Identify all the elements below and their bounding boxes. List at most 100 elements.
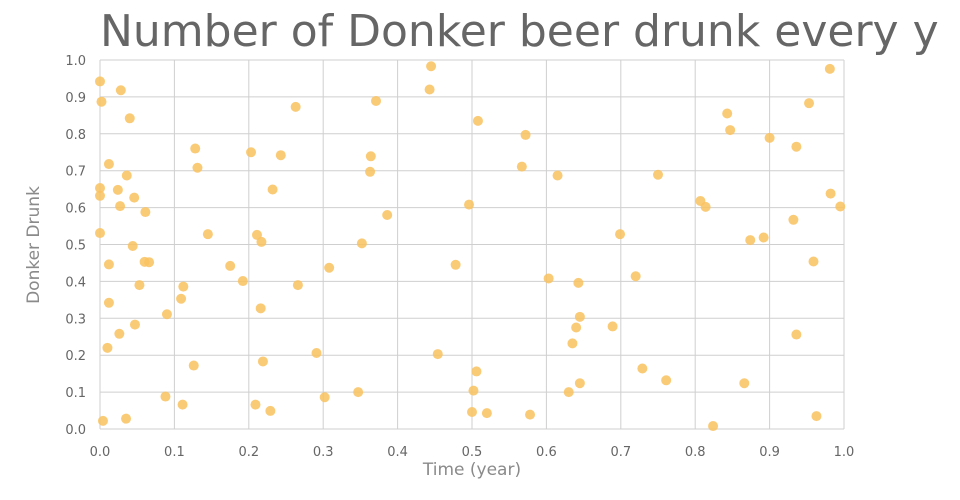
y-tick-label: 0.1 xyxy=(65,386,86,401)
y-tick-label: 0.5 xyxy=(65,239,86,254)
scatter-point xyxy=(319,392,330,403)
scatter-point xyxy=(103,297,114,308)
scatter-point xyxy=(653,169,663,180)
scatter-point xyxy=(472,115,483,126)
scatter-point xyxy=(127,240,138,251)
scatter-point xyxy=(615,229,626,240)
scatter-point xyxy=(481,408,492,419)
scatter-point xyxy=(161,309,172,320)
y-tick-label: 0.7 xyxy=(65,165,86,180)
scatter-point xyxy=(630,271,641,282)
scatter-point xyxy=(468,385,479,396)
data-points xyxy=(95,61,846,432)
scatter-point xyxy=(95,228,105,239)
y-tick-label: 0.2 xyxy=(65,349,86,364)
scatter-point xyxy=(567,338,578,349)
scatter-point xyxy=(103,259,114,270)
scatter-point xyxy=(607,321,618,332)
scatter-point xyxy=(356,238,367,249)
x-tick-label: 0.5 xyxy=(462,445,483,460)
scatter-point xyxy=(745,235,756,246)
scatter-point xyxy=(134,280,145,291)
scatter-point xyxy=(292,280,303,291)
scatter-point xyxy=(637,363,648,374)
scatter-point xyxy=(178,281,189,292)
scatter-point xyxy=(114,328,125,339)
scatter-point xyxy=(112,184,123,195)
scatter-point xyxy=(758,232,769,243)
scatter-point xyxy=(371,95,382,106)
scatter-point xyxy=(237,276,248,287)
scatter-point xyxy=(708,421,719,432)
scatter-point xyxy=(267,184,278,195)
scatter-point xyxy=(225,260,236,271)
scatter-point xyxy=(190,143,201,154)
scatter-point xyxy=(255,303,266,314)
y-tick-label: 0.8 xyxy=(65,128,86,143)
scatter-point xyxy=(121,413,132,424)
scatter-point xyxy=(129,192,140,203)
scatter-point xyxy=(835,201,846,212)
scatter-point xyxy=(95,183,105,194)
scatter-point xyxy=(824,63,835,74)
scatter-point xyxy=(140,207,151,218)
y-tick-label: 0.0 xyxy=(65,423,86,438)
scatter-point xyxy=(573,277,584,288)
x-tick-label: 0.8 xyxy=(685,445,706,460)
x-tick-label: 0.6 xyxy=(536,445,557,460)
scatter-point xyxy=(808,256,819,267)
y-tick-label: 0.6 xyxy=(65,202,86,217)
scatter-point xyxy=(467,407,477,418)
scatter-point xyxy=(432,349,443,360)
scatter-point xyxy=(144,257,155,268)
chart-title: Number of Donker beer drunk every y xyxy=(100,6,939,57)
y-tick-label: 0.4 xyxy=(65,275,86,290)
scatter-point xyxy=(788,214,799,225)
y-tick-label: 0.9 xyxy=(65,91,86,106)
scatter-point xyxy=(574,311,585,322)
scatter-point xyxy=(177,399,188,410)
scatter-point xyxy=(188,360,199,371)
x-tick-label: 0.2 xyxy=(238,445,259,460)
scatter-point xyxy=(115,201,126,212)
scatter-point xyxy=(257,356,268,367)
scatter-point xyxy=(426,61,437,72)
scatter-point xyxy=(525,409,536,420)
x-tick-label: 0.4 xyxy=(387,445,408,460)
scatter-point xyxy=(764,132,775,143)
scatter-point xyxy=(722,108,733,119)
scatter-point xyxy=(520,129,531,140)
gridlines xyxy=(99,59,845,430)
scatter-point xyxy=(246,147,257,158)
scatter-point xyxy=(160,391,171,402)
scatter-point xyxy=(791,329,802,340)
scatter-point xyxy=(543,273,554,284)
x-tick-label: 0.0 xyxy=(90,445,111,460)
scatter-point xyxy=(804,98,815,109)
scatter-point xyxy=(471,366,482,377)
scatter-point xyxy=(129,319,140,330)
y-tick-label: 0.3 xyxy=(65,312,86,327)
scatter-point xyxy=(324,262,335,273)
scatter-point xyxy=(96,96,107,107)
x-tick-label: 0.1 xyxy=(164,445,185,460)
scatter-point xyxy=(365,151,376,162)
scatter-point xyxy=(516,161,527,172)
x-tick-label: 1.0 xyxy=(834,445,855,460)
x-tick-label: 0.9 xyxy=(759,445,780,460)
scatter-point xyxy=(311,347,322,358)
scatter-point xyxy=(382,209,393,220)
scatter-point xyxy=(103,159,114,170)
scatter-point xyxy=(424,84,435,95)
scatter-point xyxy=(464,199,475,210)
scatter-point xyxy=(725,125,736,136)
scatter-point xyxy=(115,85,126,96)
scatter-point xyxy=(552,170,563,181)
scatter-point xyxy=(365,166,376,177)
scatter-point xyxy=(121,170,132,181)
scatter-point xyxy=(275,150,286,161)
scatter-point xyxy=(661,375,672,386)
x-axis-label: Time (year) xyxy=(422,460,522,480)
scatter-point xyxy=(95,76,105,87)
scatter-point xyxy=(102,342,113,353)
